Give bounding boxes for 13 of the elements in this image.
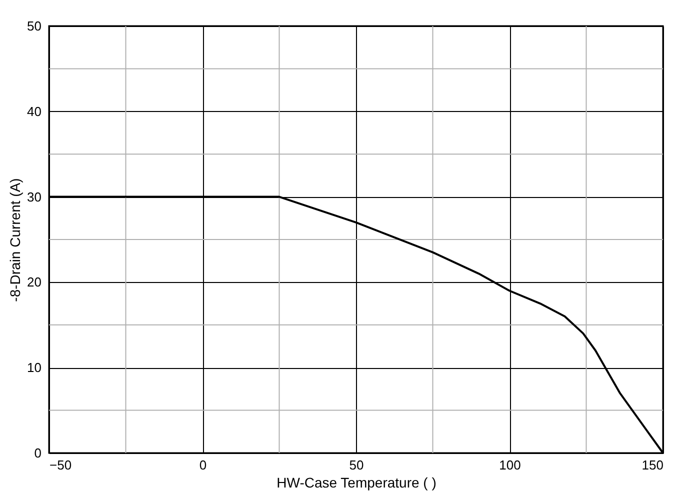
y-tick-label: 0 [34, 446, 42, 460]
x-tick-label: 0 [199, 458, 207, 472]
y-axis-title: -8-Drain Current (A) [7, 178, 24, 302]
x-tick-label: 100 [499, 458, 521, 472]
x-tick-label: 50 [349, 458, 364, 472]
x-tick-label: 150 [642, 458, 664, 472]
x-tick-label: −50 [50, 458, 72, 472]
y-tick-label: 50 [27, 18, 42, 34]
y-tick-label: 20 [27, 274, 42, 290]
y-tick-label: 10 [27, 360, 42, 376]
y-tick-label: 30 [27, 189, 42, 204]
x-axis-title: HW-Case Temperature ( ) [276, 474, 436, 490]
y-tick-label: 40 [27, 104, 42, 119]
